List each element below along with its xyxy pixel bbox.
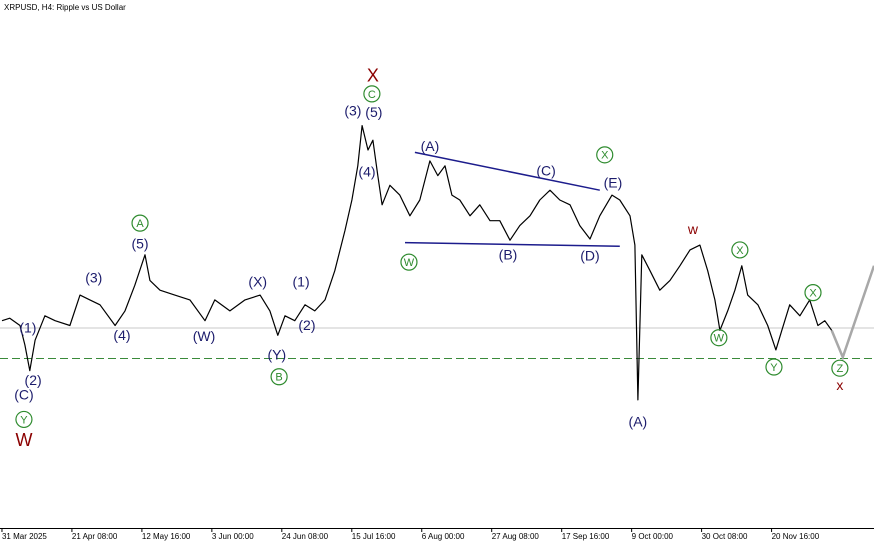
wave-label: X <box>601 150 609 162</box>
trend-line <box>414 151 600 191</box>
wave-circle <box>15 410 33 429</box>
wave-label: W <box>404 257 415 269</box>
wave-label: (B) <box>499 247 518 263</box>
wave-circle <box>831 359 849 377</box>
x-tick-label: 31 Mar 2025 <box>2 532 47 541</box>
wave-label: X <box>736 245 744 257</box>
wave-label: W <box>15 430 32 450</box>
wave-circle <box>710 329 728 347</box>
x-tick-label: 21 Apr 08:00 <box>72 532 118 541</box>
wave-label: (C) <box>14 387 33 403</box>
wave-circle <box>765 358 783 376</box>
wave-label: (Y) <box>267 347 286 363</box>
wave-label: Y <box>770 362 778 374</box>
wave-label: X <box>809 288 817 300</box>
wave-label: (A) <box>629 414 648 430</box>
wave-label: (3) <box>85 270 102 286</box>
wave-label: (A) <box>421 138 440 154</box>
wave-label: (X) <box>248 273 267 289</box>
trend-line <box>830 265 874 361</box>
wave-label: w <box>687 221 699 237</box>
chart-title: XRPUSD, H4: Ripple vs US Dollar <box>4 3 126 12</box>
wave-circle <box>804 284 822 302</box>
wave-label: (C) <box>536 162 555 178</box>
wave-circle <box>363 85 381 103</box>
x-tick-label: 27 Aug 08:00 <box>492 532 540 541</box>
wave-label: (E) <box>604 175 623 191</box>
x-tick-label: 20 Nov 16:00 <box>772 532 820 541</box>
wave-label: Y <box>20 414 28 426</box>
price-line <box>1 125 833 401</box>
wave-circle <box>731 241 749 259</box>
x-tick-label: 6 Aug 00:00 <box>422 532 465 541</box>
wave-label: B <box>275 372 282 384</box>
wave-circle <box>131 214 149 232</box>
wave-label: (5) <box>365 104 382 120</box>
x-tick-label: 17 Sep 16:00 <box>562 532 610 541</box>
x-tick-label: 3 Jun 00:00 <box>212 532 254 541</box>
trend-line <box>404 241 620 248</box>
wave-label: (W) <box>193 328 216 344</box>
wave-label: x <box>836 377 843 393</box>
wave-label: A <box>136 218 144 230</box>
x-tick-label: 12 May 16:00 <box>142 532 191 541</box>
wave-label: Z <box>837 363 844 375</box>
wave-label: X <box>367 65 379 85</box>
wave-label: (D) <box>580 248 599 264</box>
wave-label: C <box>368 89 376 101</box>
wave-circle <box>400 253 418 271</box>
x-tick-label: 15 Jul 16:00 <box>352 532 396 541</box>
wave-circle <box>596 146 614 164</box>
wave-circle <box>270 368 288 386</box>
x-tick-label: 24 Jun 08:00 <box>282 532 329 541</box>
wave-label: (2) <box>25 372 42 388</box>
x-tick-label: 30 Oct 08:00 <box>702 532 748 541</box>
wave-label: (4) <box>113 327 130 343</box>
wave-label: (5) <box>131 236 148 252</box>
wave-label: W <box>714 333 725 345</box>
wave-label: (1) <box>19 320 36 336</box>
wave-label: (1) <box>293 273 310 289</box>
x-tick-label: 9 Oct 00:00 <box>632 532 674 541</box>
wave-label: (2) <box>298 317 315 333</box>
wave-label: (3) <box>344 103 361 119</box>
wave-label: (4) <box>358 164 375 180</box>
